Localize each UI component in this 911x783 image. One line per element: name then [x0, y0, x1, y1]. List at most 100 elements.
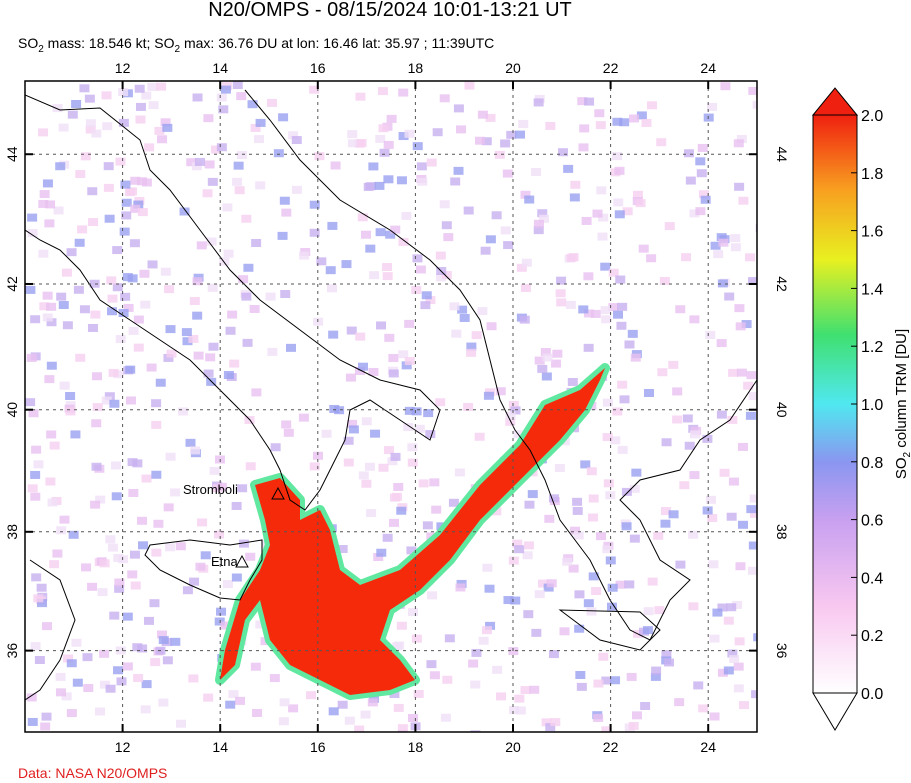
- noise-pixel: [122, 612, 133, 621]
- colorbar-tick-label: 2.0: [861, 108, 883, 125]
- noise-pixel: [270, 443, 281, 452]
- noise-pixel: [79, 84, 90, 93]
- noise-pixel: [534, 356, 545, 365]
- noise-pixel: [158, 698, 169, 707]
- lon-tick-label: 20: [505, 60, 521, 76]
- subtitle-part: mass: 18.546 kt; SO: [44, 35, 175, 51]
- noise-pixel: [44, 375, 55, 384]
- noise-pixel: [495, 387, 506, 396]
- noise-pixel: [569, 193, 580, 202]
- noise-pixel: [364, 462, 375, 471]
- noise-pixel: [412, 142, 423, 151]
- noise-pixel: [148, 101, 159, 110]
- noise-pixel: [87, 187, 98, 196]
- noise-pixel: [610, 436, 621, 445]
- colorbar-tick-label: 0.8: [861, 455, 883, 472]
- lat-tick-label: 40: [774, 402, 790, 418]
- noise-pixel: [718, 238, 729, 247]
- noise-pixel: [280, 290, 291, 299]
- noise-pixel: [138, 541, 149, 550]
- noise-pixel: [588, 494, 599, 503]
- noise-pixel: [523, 541, 534, 550]
- noise-pixel: [192, 277, 203, 286]
- noise-pixel: [27, 717, 38, 726]
- noise-pixel: [591, 587, 602, 596]
- noise-pixel: [717, 603, 728, 612]
- noise-pixel: [46, 361, 57, 370]
- noise-pixel: [597, 232, 608, 241]
- subtitle-part: max: 36.76 DU at lon: 16.46 lat: 35.97 ;…: [180, 35, 494, 51]
- noise-pixel: [65, 407, 76, 416]
- noise-pixel: [245, 462, 256, 471]
- noise-pixel: [427, 591, 438, 600]
- noise-pixel: [491, 211, 502, 220]
- noise-pixel: [182, 337, 193, 346]
- noise-pixel: [41, 712, 52, 721]
- noise-pixel: [654, 606, 665, 615]
- noise-pixel: [453, 104, 464, 113]
- noise-pixel: [730, 234, 741, 243]
- noise-pixel: [471, 648, 482, 657]
- noise-pixel: [250, 123, 261, 132]
- noise-pixel: [464, 81, 475, 90]
- colorbar-tick-label: 1.2: [861, 339, 883, 356]
- noise-pixel: [133, 674, 144, 683]
- noise-pixel: [415, 265, 426, 274]
- noise-pixel: [345, 373, 356, 382]
- noise-pixel: [288, 704, 299, 713]
- noise-pixel: [367, 698, 378, 707]
- noise-pixel: [165, 325, 176, 334]
- noise-pixel: [537, 209, 548, 218]
- noise-pixel: [105, 684, 116, 693]
- noise-pixel: [404, 319, 415, 328]
- noise-pixel: [717, 668, 728, 677]
- noise-pixel: [255, 620, 266, 629]
- volcano-markers: [235, 486, 285, 568]
- noise-pixel: [556, 298, 567, 307]
- noise-pixel: [411, 285, 422, 294]
- noise-pixel: [615, 580, 626, 589]
- noise-pixel: [375, 228, 386, 237]
- noise-pixel: [151, 420, 162, 429]
- noise-pixel: [91, 462, 102, 471]
- noise-pixel: [583, 309, 594, 318]
- noise-pixel: [115, 157, 126, 166]
- noise-pixel: [594, 109, 605, 118]
- noise-pixel: [398, 237, 409, 246]
- noise-pixel: [621, 487, 632, 496]
- noise-pixel: [112, 283, 123, 292]
- noise-pixel: [707, 514, 718, 523]
- noise-pixel: [723, 616, 734, 625]
- noise-pixel: [567, 378, 578, 387]
- noise-pixel: [551, 359, 562, 368]
- noise-pixel: [520, 284, 531, 293]
- lon-tick-label: 16: [310, 60, 326, 76]
- noise-pixel: [58, 301, 69, 310]
- noise-pixel: [739, 701, 750, 710]
- noise-pixel: [238, 275, 249, 284]
- noise-pixel: [285, 343, 296, 352]
- noise-pixel: [503, 596, 514, 605]
- noise-pixel: [491, 507, 502, 516]
- noise-pixel: [684, 441, 695, 450]
- noise-pixel: [47, 498, 58, 507]
- noise-pixel: [328, 707, 339, 716]
- noise-pixel: [157, 135, 168, 144]
- noise-pixel: [347, 139, 358, 148]
- noise-pixel: [306, 691, 317, 700]
- noise-pixel: [91, 129, 102, 138]
- noise-pixel: [705, 330, 716, 339]
- noise-pixel: [586, 467, 597, 476]
- noise-pixel: [477, 307, 488, 316]
- noise-pixel: [570, 526, 581, 535]
- noise-pixel: [197, 518, 208, 527]
- lat-tick-label: 44: [774, 146, 790, 162]
- noise-pixel: [542, 353, 553, 362]
- noise-pixel: [61, 692, 72, 701]
- noise-pixel: [55, 688, 66, 697]
- coast-africa: [25, 559, 76, 701]
- noise-pixel: [164, 285, 175, 294]
- noise-pixel: [624, 580, 635, 589]
- noise-pixel: [112, 246, 123, 255]
- noise-pixel: [87, 582, 98, 591]
